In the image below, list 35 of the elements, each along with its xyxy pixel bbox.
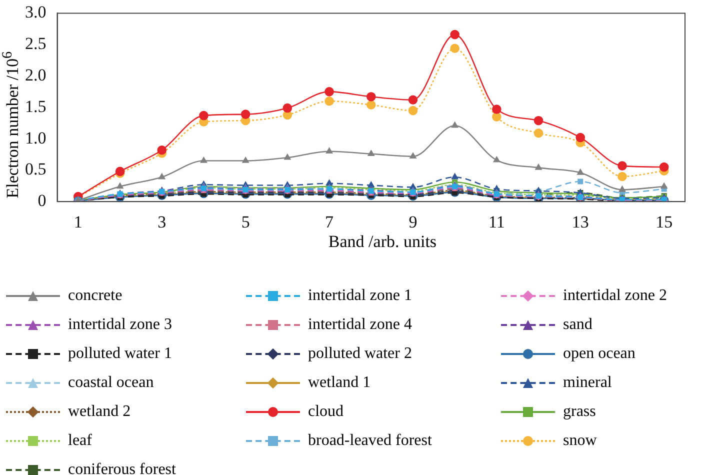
x-tick-label: 5 xyxy=(241,212,250,232)
legend-label: mineral xyxy=(563,374,612,392)
legend-label: cloud xyxy=(308,403,344,421)
legend-label: intertidal zone 2 xyxy=(563,287,667,305)
y-tick-label: 2.5 xyxy=(25,34,46,54)
x-tick-label: 13 xyxy=(572,212,589,232)
x-tick-label: 1 xyxy=(74,212,82,232)
legend-label: open ocean xyxy=(563,345,636,363)
legend-label: coastal ocean xyxy=(68,374,154,392)
legend-label: leaf xyxy=(68,432,92,450)
legend-label: polluted water 1 xyxy=(68,345,172,363)
legend-label: coniferous forest xyxy=(68,461,176,475)
x-tick-label: 11 xyxy=(488,212,505,232)
legend-label: polluted water 2 xyxy=(308,345,412,363)
y-tick-label: 0.5 xyxy=(25,160,46,179)
legend-label: snow xyxy=(563,432,597,450)
x-tick-label: 9 xyxy=(408,212,418,232)
legend-label: intertidal zone 4 xyxy=(308,316,412,334)
x-tick-label: 15 xyxy=(656,212,673,232)
legend-label: wetland 2 xyxy=(68,403,131,421)
legend-label: sand xyxy=(563,316,592,334)
y-tick-label: 2.0 xyxy=(25,65,46,84)
legend-label: concrete xyxy=(68,287,122,305)
legend-label: intertidal zone 1 xyxy=(308,287,412,305)
y-tick-label: 1.0 xyxy=(25,128,46,148)
legend-label: wetland 1 xyxy=(308,374,371,392)
x-tick-label: 3 xyxy=(158,212,166,232)
y-tick-label: 0 xyxy=(38,191,46,210)
x-axis-title: Band /arb. units xyxy=(327,232,438,252)
legend-label: broad-leaved forest xyxy=(308,432,432,450)
y-tick-label: 3.0 xyxy=(25,2,46,22)
y-tick-label: 1.5 xyxy=(25,96,46,116)
x-tick-label: 7 xyxy=(325,212,334,232)
legend-label: intertidal zone 3 xyxy=(68,316,172,334)
legend-label: grass xyxy=(563,403,596,421)
